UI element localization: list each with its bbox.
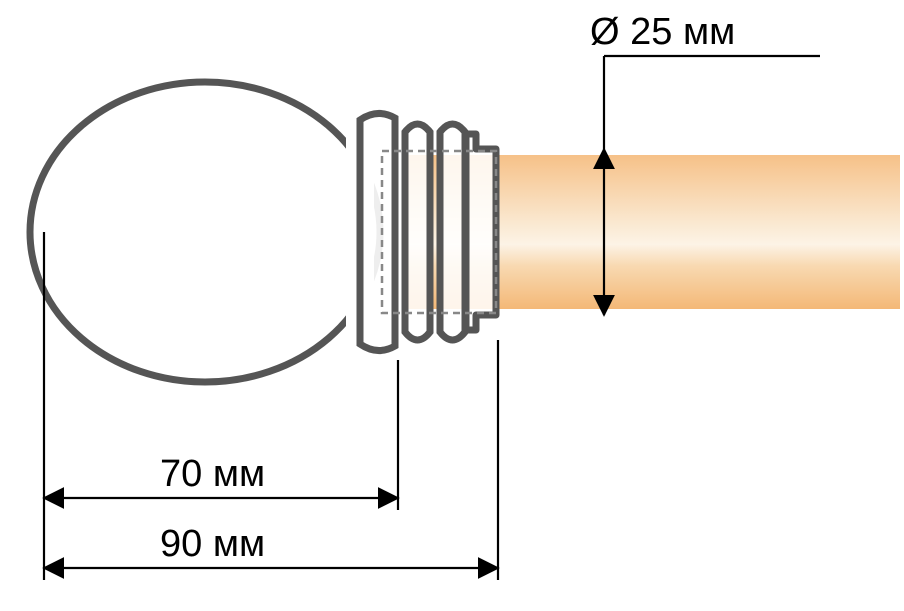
dimension-label-70mm: 70 мм (160, 453, 265, 495)
dimension-label-diameter-25mm: Ø 25 мм (590, 11, 735, 53)
dimension-label-90mm: 90 мм (160, 523, 265, 565)
finial (30, 82, 496, 382)
technical-drawing-svg: 70 мм 90 мм Ø 25 мм (0, 0, 904, 611)
